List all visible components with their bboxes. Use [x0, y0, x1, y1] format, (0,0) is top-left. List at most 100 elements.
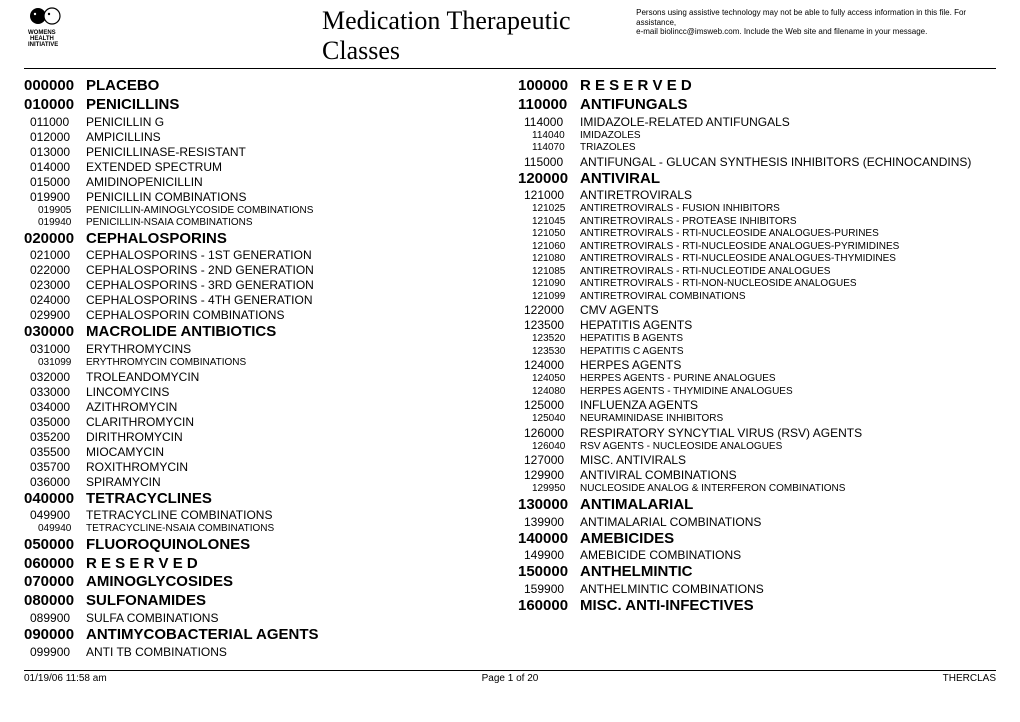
class-code: 115000 [524, 155, 580, 170]
class-row: 120000ANTIVIRAL [518, 170, 996, 189]
class-row: 035700ROXITHROMYCIN [24, 460, 502, 475]
class-row: 123500HEPATITIS AGENTS [518, 318, 996, 333]
class-row: 121060ANTIRETROVIRALS - RTI-NUCLEOSIDE A… [518, 241, 996, 254]
class-row: 089900SULFA COMBINATIONS [24, 611, 502, 626]
class-name: ANTIMYCOBACTERIAL AGENTS [86, 626, 502, 645]
class-name: PENICILLINASE-RESISTANT [86, 145, 502, 160]
class-code: 019900 [30, 190, 86, 205]
class-row: 114000IMIDAZOLE-RELATED ANTIFUNGALS [518, 115, 996, 130]
class-row: 121080ANTIRETROVIRALS - RTI-NUCLEOSIDE A… [518, 253, 996, 266]
class-row: 010000PENICILLINS [24, 96, 502, 115]
class-name: ANTIRETROVIRALS - RTI-NUCLEOSIDE ANALOGU… [580, 241, 996, 254]
class-row: 036000SPIRAMYCIN [24, 475, 502, 490]
class-name: MISC. ANTIVIRALS [580, 453, 996, 468]
class-code: 031099 [38, 357, 86, 370]
class-code: 035700 [30, 460, 86, 475]
class-code: 114040 [532, 130, 580, 143]
class-name: R E S E R V E D [86, 555, 502, 574]
class-name: ANTIRETROVIRALS [580, 188, 996, 203]
class-name: ERYTHROMYCIN COMBINATIONS [86, 357, 502, 370]
class-code: 020000 [24, 230, 86, 249]
class-row: 019900PENICILLIN COMBINATIONS [24, 190, 502, 205]
columns: 000000PLACEBO010000PENICILLINS011000PENI… [24, 77, 996, 660]
class-code: 034000 [30, 400, 86, 415]
class-code: 121090 [532, 278, 580, 291]
class-code: 019940 [38, 217, 86, 230]
class-code: 121099 [532, 291, 580, 304]
class-name: HEPATITIS C AGENTS [580, 346, 996, 359]
svg-text:INITIATIVE: INITIATIVE [28, 42, 58, 48]
class-code: 123530 [532, 346, 580, 359]
class-name: NUCLEOSIDE ANALOG & INTERFERON COMBINATI… [580, 483, 996, 496]
class-row: 080000SULFONAMIDES [24, 592, 502, 611]
class-code: 114070 [532, 142, 580, 155]
class-row: 139900ANTIMALARIAL COMBINATIONS [518, 515, 996, 530]
class-name: ANTIMALARIAL [580, 496, 996, 515]
class-name: IMIDAZOLES [580, 130, 996, 143]
class-name: CEPHALOSPORIN COMBINATIONS [86, 308, 502, 323]
class-row: 021000CEPHALOSPORINS - 1ST GENERATION [24, 248, 502, 263]
class-code: 070000 [24, 573, 86, 592]
class-code: 123520 [532, 333, 580, 346]
class-code: 124050 [532, 373, 580, 386]
class-code: 127000 [524, 453, 580, 468]
class-code: 122000 [524, 303, 580, 318]
class-name: PENICILLINS [86, 96, 502, 115]
class-code: 159900 [524, 582, 580, 597]
class-row: 130000ANTIMALARIAL [518, 496, 996, 515]
class-name: ANTIRETROVIRALS - RTI-NUCLEOSIDE ANALOGU… [580, 253, 996, 266]
class-code: 012000 [30, 130, 86, 145]
class-code: 035500 [30, 445, 86, 460]
class-name: AMIDINOPENICILLIN [86, 175, 502, 190]
class-name: ANTIFUNGALS [580, 96, 996, 115]
class-name: ANTIRETROVIRALS - PROTEASE INHIBITORS [580, 216, 996, 229]
class-row: 035200DIRITHROMYCIN [24, 430, 502, 445]
class-code: 080000 [24, 592, 86, 611]
class-code: 120000 [518, 170, 580, 189]
class-name: TETRACYCLINE-NSAIA COMBINATIONS [86, 523, 502, 536]
class-code: 015000 [30, 175, 86, 190]
footer-page: Page 1 of 20 [204, 673, 816, 684]
class-row: 000000PLACEBO [24, 77, 502, 96]
class-name: ROXITHROMYCIN [86, 460, 502, 475]
class-code: 090000 [24, 626, 86, 645]
class-code: 023000 [30, 278, 86, 293]
logo-icon: WOMENS HEALTH INITIATIVE [24, 6, 72, 48]
class-name: TETRACYCLINES [86, 490, 502, 509]
class-name: DIRITHROMYCIN [86, 430, 502, 445]
class-name: TETRACYCLINE COMBINATIONS [86, 508, 502, 523]
class-row: 140000AMEBICIDES [518, 530, 996, 549]
class-name: ANTIVIRAL [580, 170, 996, 189]
class-row: 126000RESPIRATORY SYNCYTIAL VIRUS (RSV) … [518, 426, 996, 441]
class-row: 121090ANTIRETROVIRALS - RTI-NON-NUCLEOSI… [518, 278, 996, 291]
class-name: R E S E R V E D [580, 77, 996, 96]
page-title: Medication Therapeutic Classes [82, 6, 636, 66]
class-name: CEPHALOSPORINS [86, 230, 502, 249]
class-name: RSV AGENTS - NUCLEOSIDE ANALOGUES [580, 441, 996, 454]
footer: 01/19/06 11:58 am Page 1 of 20 THERCLAS [24, 670, 996, 684]
class-row: 070000AMINOGLYCOSIDES [24, 573, 502, 592]
class-name: PENICILLIN G [86, 115, 502, 130]
class-code: 110000 [518, 96, 580, 115]
class-row: 149900AMEBICIDE COMBINATIONS [518, 548, 996, 563]
title-block: Medication Therapeutic Classes [82, 6, 636, 66]
class-row: 034000AZITHROMYCIN [24, 400, 502, 415]
assist-line-1: Persons using assistive technology may n… [636, 8, 966, 27]
class-name: CLARITHROMYCIN [86, 415, 502, 430]
class-name: NEURAMINIDASE INHIBITORS [580, 413, 996, 426]
class-row: 023000CEPHALOSPORINS - 3RD GENERATION [24, 278, 502, 293]
class-code: 129950 [532, 483, 580, 496]
class-name: MISC. ANTI-INFECTIVES [580, 597, 996, 616]
class-code: 150000 [518, 563, 580, 582]
class-code: 011000 [30, 115, 86, 130]
class-name: SPIRAMYCIN [86, 475, 502, 490]
class-code: 139900 [524, 515, 580, 530]
class-name: ANTIRETROVIRALS - RTI-NUCLEOTIDE ANALOGU… [580, 266, 996, 279]
class-name: ERYTHROMYCINS [86, 342, 502, 357]
footer-date: 01/19/06 11:58 am [24, 673, 204, 684]
class-row: 019905PENICILLIN-AMINOGLYCOSIDE COMBINAT… [24, 205, 502, 218]
class-row: 033000LINCOMYCINS [24, 385, 502, 400]
class-code: 033000 [30, 385, 86, 400]
class-row: 123520HEPATITIS B AGENTS [518, 333, 996, 346]
class-name: HERPES AGENTS [580, 358, 996, 373]
